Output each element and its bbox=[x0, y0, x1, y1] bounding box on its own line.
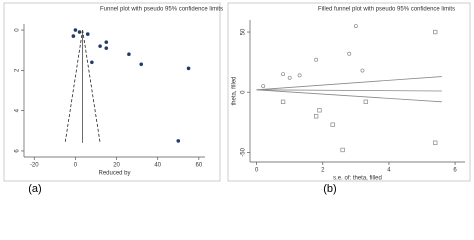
x-tick-label: 4 bbox=[387, 168, 391, 174]
filled-point bbox=[363, 99, 368, 104]
funnel-line bbox=[82, 29, 101, 143]
funnel-line bbox=[64, 29, 84, 143]
point bbox=[90, 60, 94, 65]
point bbox=[347, 51, 352, 56]
x-tick-label: 20 bbox=[113, 163, 120, 169]
y-tick-label: 2 bbox=[15, 68, 21, 72]
point bbox=[73, 28, 78, 32]
y-tick-label: 6 bbox=[15, 149, 21, 153]
panel-a-frame bbox=[3, 2, 221, 182]
filled-point bbox=[317, 108, 322, 113]
chart-title: Filled funnel plot with pseudo 95% confi… bbox=[318, 7, 455, 13]
x-tick-label: 2 bbox=[321, 168, 325, 174]
point bbox=[85, 32, 90, 36]
point bbox=[104, 46, 109, 50]
panel-label: (a) bbox=[28, 183, 41, 195]
point bbox=[314, 57, 319, 62]
point bbox=[186, 66, 191, 71]
filled-point bbox=[280, 99, 286, 104]
x-tick-label: 60 bbox=[195, 163, 202, 169]
point bbox=[77, 30, 82, 34]
point bbox=[98, 44, 102, 48]
point bbox=[281, 72, 286, 77]
filled-point bbox=[340, 147, 345, 153]
point bbox=[139, 62, 144, 67]
filled-point bbox=[314, 114, 319, 119]
y-tick-label: -50 bbox=[241, 147, 247, 156]
chart-title: Funnel plot with pseudo 95% confidence l… bbox=[100, 7, 223, 13]
y-axis-label: theta, filled bbox=[232, 76, 238, 105]
x-tick-label: 6 bbox=[453, 168, 457, 174]
point bbox=[360, 68, 365, 73]
x-axis-label: s.e. of: theta, filled bbox=[333, 176, 382, 182]
y-tick-label: 0 bbox=[15, 28, 21, 32]
point bbox=[104, 40, 109, 44]
y-tick-label: 50 bbox=[241, 28, 247, 35]
y-tick-label: 4 bbox=[15, 108, 21, 112]
point bbox=[353, 24, 358, 28]
x-tick-label: 0 bbox=[74, 163, 78, 169]
x-tick-label: -20 bbox=[30, 163, 39, 169]
funnel-line bbox=[256, 89, 442, 103]
x-tick-label: 0 bbox=[255, 168, 259, 174]
filled-point bbox=[330, 122, 335, 127]
point bbox=[71, 34, 76, 38]
filled-point bbox=[433, 29, 438, 35]
funnel-line bbox=[256, 89, 442, 92]
filled-point bbox=[433, 140, 438, 145]
panel-b-frame bbox=[227, 2, 471, 182]
panel-label: (b) bbox=[323, 183, 336, 195]
point bbox=[261, 84, 266, 89]
point bbox=[176, 139, 181, 143]
funnel-line bbox=[256, 76, 442, 91]
figure: Funnel plot with pseudo 95% confidence l… bbox=[3, 2, 471, 195]
point bbox=[127, 52, 131, 57]
x-tick-label: 40 bbox=[154, 163, 161, 169]
point bbox=[287, 75, 292, 80]
y-tick-label: 0 bbox=[241, 90, 247, 94]
point bbox=[297, 73, 302, 78]
x-axis-label: Reduced by bbox=[98, 171, 130, 177]
